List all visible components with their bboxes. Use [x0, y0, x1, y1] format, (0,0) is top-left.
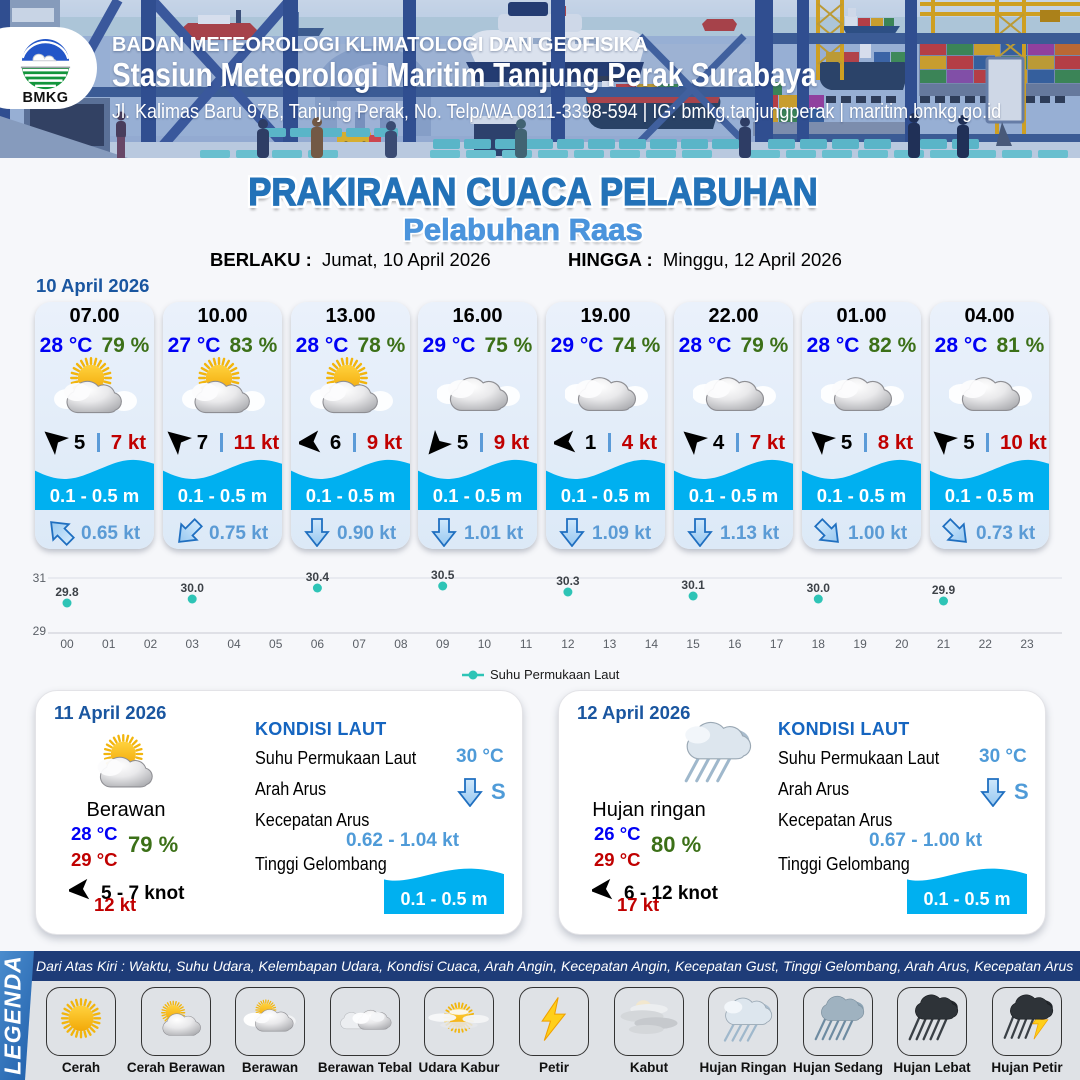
svg-text:Suhu Permukaan Laut: Suhu Permukaan Laut: [490, 667, 620, 682]
svg-text:29.9: 29.9: [932, 583, 956, 597]
svg-text:18: 18: [812, 637, 826, 651]
svg-text:31: 31: [33, 571, 47, 585]
svg-text:23: 23: [1020, 637, 1034, 651]
svg-text:30.5: 30.5: [431, 568, 455, 582]
svg-text:17: 17: [770, 637, 784, 651]
svg-text:21: 21: [937, 637, 951, 651]
svg-text:10: 10: [478, 637, 492, 651]
svg-text:30.0: 30.0: [181, 581, 205, 595]
svg-text:13: 13: [603, 637, 617, 651]
svg-text:09: 09: [436, 637, 450, 651]
svg-text:07: 07: [353, 637, 367, 651]
svg-text:11: 11: [520, 637, 533, 651]
svg-text:05: 05: [269, 637, 283, 651]
svg-text:02: 02: [144, 637, 158, 651]
svg-text:30.0: 30.0: [807, 581, 831, 595]
svg-text:12: 12: [561, 637, 575, 651]
svg-text:01: 01: [102, 637, 116, 651]
svg-text:03: 03: [186, 637, 200, 651]
svg-text:14: 14: [645, 637, 659, 651]
svg-text:15: 15: [686, 637, 700, 651]
svg-text:30.3: 30.3: [556, 574, 580, 588]
svg-text:04: 04: [227, 637, 241, 651]
svg-text:30.4: 30.4: [306, 570, 330, 584]
svg-text:16: 16: [728, 637, 742, 651]
svg-text:20: 20: [895, 637, 909, 651]
svg-text:29: 29: [33, 624, 47, 638]
svg-text:06: 06: [311, 637, 325, 651]
svg-text:30.1: 30.1: [681, 578, 705, 592]
svg-text:19: 19: [853, 637, 867, 651]
svg-text:00: 00: [60, 637, 74, 651]
svg-text:29.8: 29.8: [55, 585, 79, 599]
svg-text:22: 22: [979, 637, 993, 651]
svg-text:08: 08: [394, 637, 408, 651]
